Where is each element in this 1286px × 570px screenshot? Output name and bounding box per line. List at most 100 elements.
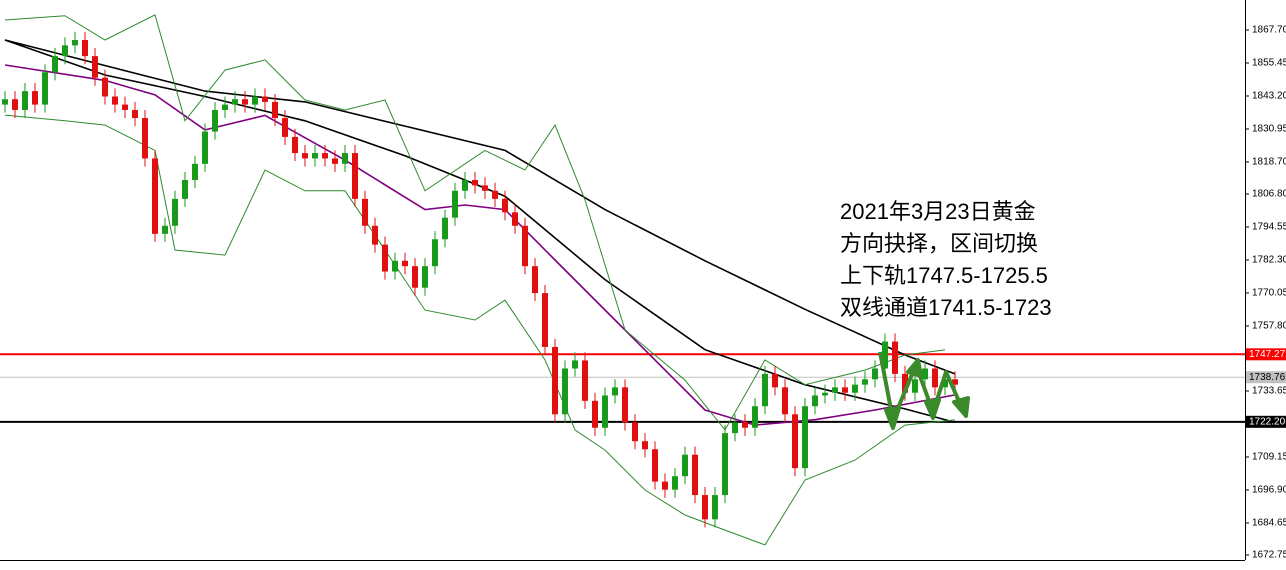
candle-body — [382, 244, 388, 272]
candle-body — [612, 387, 618, 396]
candle-body — [152, 158, 158, 234]
candle-body — [22, 91, 28, 110]
y-tick-label: 1806.80 — [1252, 189, 1286, 200]
candle-body — [652, 449, 658, 482]
candle-body — [712, 495, 718, 520]
level-label-box — [1246, 348, 1286, 361]
annotation-line: 2021年3月23日黄金 — [840, 199, 1036, 224]
candle-body — [82, 39, 88, 57]
candle-body — [1, 99, 8, 105]
candle-body — [672, 476, 678, 490]
y-tick-label: 1709.15 — [1252, 452, 1286, 463]
candle-body — [582, 360, 588, 401]
y-tick-label: 1770.05 — [1252, 288, 1286, 299]
candle-body — [592, 400, 598, 428]
candle-body — [342, 153, 348, 164]
level-label-box — [1246, 371, 1286, 384]
candle-body — [172, 198, 178, 226]
trend-arrows — [878, 351, 970, 430]
candles — [1, 31, 958, 528]
candle-body — [472, 179, 478, 186]
candle-body — [372, 225, 378, 245]
candle-body — [92, 56, 98, 78]
candle-body — [902, 373, 908, 393]
candle-body — [782, 387, 788, 415]
candle-body — [42, 72, 48, 105]
candle-body — [732, 422, 738, 434]
candle-body — [892, 341, 898, 374]
candle-body — [132, 109, 138, 119]
candle-body — [442, 217, 448, 240]
candle-body — [642, 441, 648, 450]
indicator-line — [4, 114, 956, 546]
candle-body — [122, 104, 128, 110]
candle-body — [942, 379, 948, 388]
y-axis: 1867.70 1855.45 1843.20 1830.95 1818.70 1806.… — [1245, 25, 1286, 561]
candle-body — [462, 179, 468, 191]
candle-body — [62, 45, 68, 57]
candle-body — [602, 395, 608, 428]
candle-body — [102, 77, 108, 97]
candle-body — [772, 373, 778, 388]
candle-body — [632, 422, 638, 442]
level-label-box — [1246, 415, 1286, 428]
candle-body — [692, 454, 698, 496]
candle-body — [72, 39, 78, 46]
candle-body — [842, 387, 848, 393]
candle-body — [502, 198, 508, 213]
annotation-line: 方向抉择，区间切换 — [840, 231, 1038, 256]
candle-body — [532, 266, 538, 294]
candle-body — [322, 153, 328, 159]
arrow-head — [952, 396, 970, 418]
candle-body — [222, 104, 228, 110]
indicator-line — [4, 14, 946, 431]
level-label: 1738.76 — [1249, 372, 1286, 383]
arrow-head — [884, 406, 901, 430]
candle-body — [422, 266, 428, 288]
candle-body — [162, 225, 168, 234]
candle-body — [192, 163, 198, 180]
candle-body — [392, 260, 398, 272]
y-tick-label: 1733.65 — [1252, 386, 1286, 397]
candle-body — [622, 387, 628, 423]
annotation-line: 双线通道1741.5-1723 — [840, 295, 1052, 320]
candle-body — [682, 454, 688, 477]
indicator-line — [4, 64, 956, 426]
candle-body — [332, 158, 338, 164]
candle-body — [852, 384, 858, 393]
candle-body — [912, 379, 918, 393]
candle-body — [482, 185, 488, 191]
candle-body — [12, 99, 18, 110]
y-tick-label: 1843.20 — [1252, 91, 1286, 102]
candle-body — [872, 368, 878, 380]
candle-body — [542, 293, 548, 347]
candle-body — [932, 368, 938, 388]
candle-body — [52, 56, 58, 73]
candle-body — [252, 96, 258, 105]
candle-body — [512, 212, 518, 226]
candle-body — [802, 406, 808, 469]
candle-body — [112, 96, 118, 105]
y-tick-label: 1696.90 — [1252, 485, 1286, 496]
candle-body — [182, 179, 188, 199]
candle-body — [232, 99, 238, 105]
candle-body — [522, 225, 528, 267]
arrow-path — [914, 364, 964, 414]
level-label: 1747.27 — [1249, 349, 1286, 360]
candle-body — [812, 395, 818, 407]
candle-body — [362, 198, 368, 226]
candle-body — [492, 190, 498, 199]
y-tick-label: 1684.65 — [1252, 518, 1286, 529]
candle-body — [562, 368, 568, 415]
candle-body — [742, 422, 748, 428]
candle-body — [312, 153, 318, 159]
candle-body — [432, 239, 438, 267]
y-tick-label: 1830.95 — [1252, 124, 1286, 135]
candle-body — [242, 99, 248, 105]
candle-body — [272, 101, 278, 119]
y-tick-label: 1794.55 — [1252, 222, 1286, 233]
